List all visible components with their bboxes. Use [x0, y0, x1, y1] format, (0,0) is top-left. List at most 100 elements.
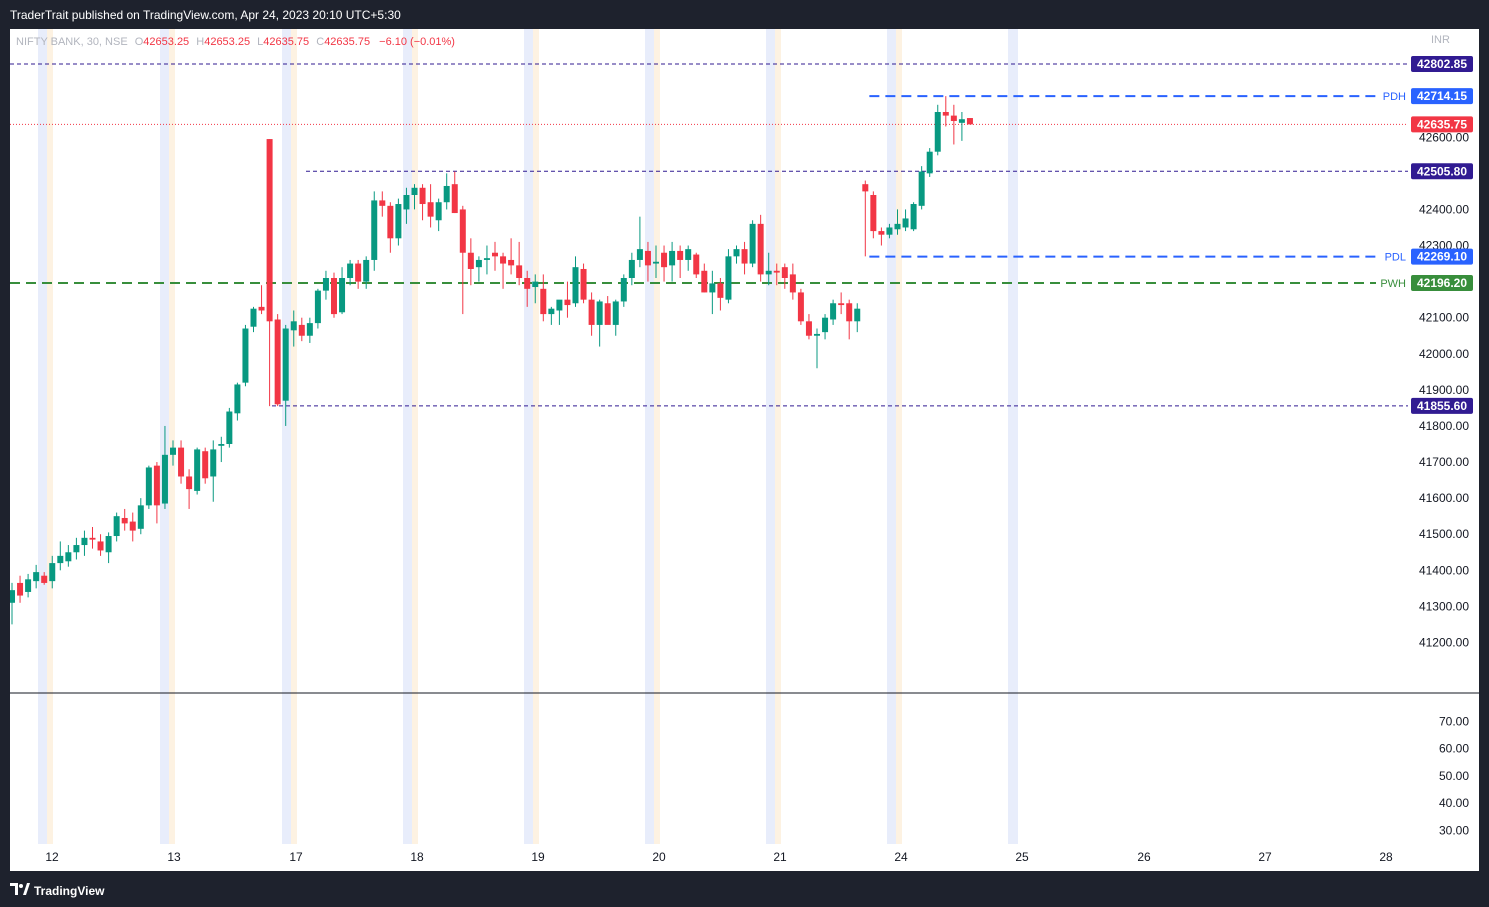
session-bands [38, 29, 1018, 844]
candle-body [902, 218, 909, 228]
candle-body [10, 590, 15, 603]
candle-body [966, 118, 973, 125]
candle-body [17, 582, 24, 596]
candle-body [234, 384, 241, 414]
price-tick-label: 41600.00 [1419, 491, 1469, 505]
candle-body [170, 447, 176, 455]
time-tick-label: 27 [1258, 850, 1272, 864]
time-tick-label: 12 [45, 850, 59, 864]
candle-body [604, 303, 611, 325]
level-name-label: PDL [1385, 252, 1406, 264]
price-tick-label: 42600.00 [1419, 130, 1469, 144]
session-band-pre [766, 29, 775, 844]
legend-open-value: 42653.25 [143, 36, 189, 48]
candle-body [395, 204, 402, 239]
level-value-badge [1411, 274, 1473, 291]
candle-body [588, 299, 595, 325]
publisher-header: TraderTrait published on TradingView.com… [0, 0, 1489, 30]
candle-body [443, 185, 450, 203]
level-name-label: PDH [1383, 91, 1406, 103]
candle-body [371, 200, 378, 260]
tradingview-logo[interactable]: TradingView [10, 883, 104, 898]
candle-body [427, 202, 434, 217]
candle-body [733, 249, 740, 257]
candle-body [749, 223, 756, 264]
candle-body [363, 259, 370, 282]
candle-body [459, 209, 466, 253]
candle-body [765, 270, 772, 275]
candle-body [572, 267, 579, 304]
candle-body [878, 231, 885, 235]
session-band-pre [282, 29, 291, 844]
candle-body [677, 250, 684, 260]
candle-body [580, 268, 587, 300]
footer: TradingView [0, 873, 1489, 907]
candle-body [644, 250, 651, 266]
candle-body [636, 249, 643, 260]
candle-body [129, 521, 136, 531]
candle-body [475, 259, 482, 268]
candle-body [226, 411, 233, 444]
candle-body [210, 449, 217, 477]
candles [10, 96, 973, 625]
session-band-pre [645, 29, 654, 844]
candle-body [838, 303, 845, 306]
candle-body [161, 454, 168, 504]
chart-frame[interactable]: 42600.0042500.0042400.0042300.0042200.00… [10, 29, 1479, 871]
candle-body [862, 184, 869, 192]
indicator-tick-label: 60.00 [1439, 742, 1469, 756]
level-labels: 42802.85 PDH 42714.15 42505.80 PDL 42269.10 PW… [1380, 56, 1473, 414]
candle-body [500, 256, 507, 264]
indicator-tick-label: 30.00 [1439, 823, 1469, 837]
candle-body [725, 256, 732, 300]
candle-body [846, 303, 853, 322]
session-band-current [1008, 29, 1018, 844]
candle-body [805, 321, 812, 336]
candle-body [282, 328, 289, 401]
indicator-tick-label: 40.00 [1439, 796, 1469, 810]
candle-body [298, 324, 305, 336]
candle-body [467, 252, 474, 269]
legend-low-value: 42635.75 [263, 36, 309, 48]
candle-body [693, 254, 700, 275]
candle-body [105, 536, 112, 553]
indicator-axis[interactable]: 70.00 60.00 50.00 40.00 30.00 [1439, 714, 1469, 837]
candle-body [435, 202, 442, 221]
session-band-pre [38, 29, 47, 844]
candle-body [492, 252, 498, 257]
candle-body [741, 249, 748, 264]
last-price-badge [1411, 116, 1473, 133]
level-value-label: 42269.10 [1417, 250, 1467, 264]
price-tick-label: 41500.00 [1419, 527, 1469, 541]
price-axis[interactable]: 42600.0042500.0042400.0042300.0042200.00… [1419, 130, 1469, 649]
session-band-pre [887, 29, 896, 844]
currency-label: INR [1431, 34, 1450, 46]
candle-body [73, 545, 80, 553]
candle-body [942, 112, 949, 116]
candle-body [548, 308, 555, 315]
candle-body [773, 270, 780, 273]
candle-body [355, 263, 362, 282]
candle-body [926, 151, 933, 174]
legend-high-label: H [196, 36, 204, 48]
candle-body [186, 476, 193, 490]
time-tick-label: 18 [410, 850, 424, 864]
candle-body [451, 184, 458, 214]
candle-body [387, 205, 394, 239]
time-tick-label: 17 [289, 850, 303, 864]
level-value-badge [1411, 397, 1473, 414]
level-value-label: 42505.80 [1417, 164, 1467, 178]
legend-close-value: 42635.75 [324, 36, 370, 48]
candle-body [266, 139, 273, 322]
candle-body [556, 299, 563, 311]
level-lines [10, 63, 1408, 407]
indicator-tick-label: 70.00 [1439, 714, 1469, 728]
time-axis[interactable]: 12 13 17 18 19 20 21 24 25 26 27 28 [45, 850, 1393, 864]
candle-body [218, 444, 225, 446]
price-tick-label: 41800.00 [1419, 419, 1469, 433]
candle-body [483, 258, 490, 260]
time-tick-label: 28 [1379, 850, 1393, 864]
session-band-open [47, 29, 53, 844]
price-chart[interactable]: 42600.0042500.0042400.0042300.0042200.00… [10, 29, 1479, 871]
candle-body [620, 278, 627, 302]
